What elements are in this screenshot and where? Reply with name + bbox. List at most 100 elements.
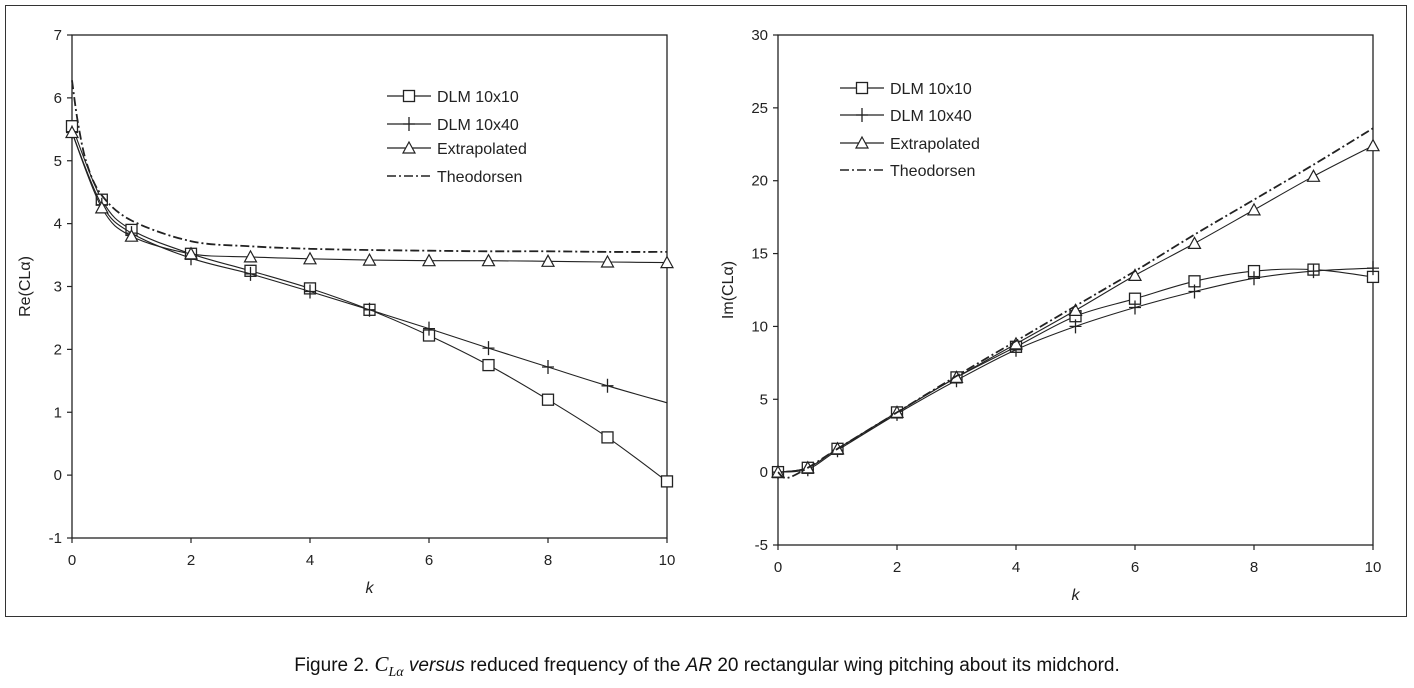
plus-marker xyxy=(244,266,257,281)
y-tick-label: 7 xyxy=(54,27,62,44)
triangle-marker xyxy=(421,253,437,267)
triangle-marker xyxy=(1246,202,1262,216)
legend-entry: Theodorsen xyxy=(387,169,522,186)
triangle-marker xyxy=(243,249,258,263)
plus-marker xyxy=(1129,300,1141,315)
legend-label: DLM 10x10 xyxy=(437,89,519,106)
legend-entry: DLM 10x10 xyxy=(840,81,972,98)
plot-area-border xyxy=(71,34,668,539)
square-marker xyxy=(660,475,674,488)
series-dlm-10x40 xyxy=(772,261,1379,480)
y-tick-label: 15 xyxy=(751,246,768,263)
legend-label: DLM 10x40 xyxy=(437,117,519,134)
legend-label: DLM 10x10 xyxy=(890,81,972,98)
x-axis-label: k xyxy=(366,580,375,597)
triangle-marker xyxy=(600,254,615,268)
triangle-marker xyxy=(94,200,109,214)
plus-marker xyxy=(403,117,415,131)
legend-entry: DLM 10x40 xyxy=(840,108,972,125)
legend-label: DLM 10x40 xyxy=(890,108,972,125)
legend-label: Theodorsen xyxy=(890,163,975,180)
series-theodorsen xyxy=(71,80,668,253)
square-marker xyxy=(541,393,555,406)
y-tick-label: -1 xyxy=(49,530,62,547)
plot-area-border xyxy=(777,34,1374,546)
x-tick-label: 0 xyxy=(774,559,782,576)
y-tick-label: 6 xyxy=(54,90,62,107)
y-axis-label: Im(CLα) xyxy=(720,261,737,319)
y-tick-label: 20 xyxy=(751,173,768,190)
plus-marker xyxy=(856,108,868,122)
y-tick-label: 1 xyxy=(54,404,62,421)
triangle-marker xyxy=(1187,236,1202,249)
triangle-marker xyxy=(854,135,870,149)
figure-caption: Figure 2. CLα versus reduced frequency o… xyxy=(0,652,1414,681)
legend-entry: Theodorsen xyxy=(840,163,975,180)
triangle-marker xyxy=(401,140,417,154)
caption-symbol: CLα xyxy=(374,652,404,680)
y-tick-label: 4 xyxy=(54,216,62,233)
y-tick-label: -5 xyxy=(755,537,768,554)
y-tick-label: 5 xyxy=(54,153,62,170)
series-extrapolated xyxy=(770,138,1381,478)
caption-versus: versus xyxy=(403,655,465,676)
triangle-marker xyxy=(124,228,139,242)
caption-middle: reduced frequency of the xyxy=(464,655,686,676)
square-marker xyxy=(855,81,869,95)
square-marker xyxy=(601,431,614,444)
series-extrapolated xyxy=(64,125,675,269)
x-tick-label: 8 xyxy=(544,552,552,569)
y-tick-label: 0 xyxy=(760,464,768,481)
series-dlm-10x10 xyxy=(771,263,1380,479)
triangle-marker xyxy=(64,125,80,139)
triangle-marker xyxy=(183,246,199,260)
legend-entry: DLM 10x40 xyxy=(387,117,519,134)
triangle-marker xyxy=(302,251,318,265)
x-tick-label: 0 xyxy=(68,552,76,569)
caption-symbol-main: C xyxy=(374,652,389,676)
plus-marker xyxy=(1307,264,1320,279)
figure-frame xyxy=(5,5,1407,617)
triangle-marker xyxy=(540,254,556,267)
triangle-marker xyxy=(1127,268,1143,281)
y-tick-label: 25 xyxy=(751,100,768,117)
x-tick-label: 2 xyxy=(187,552,195,569)
plus-marker xyxy=(1188,284,1201,299)
plus-marker xyxy=(1367,261,1379,276)
series-line xyxy=(777,268,1374,473)
x-tick-label: 6 xyxy=(425,552,433,569)
x-tick-label: 8 xyxy=(1250,559,1258,576)
x-tick-label: 4 xyxy=(306,552,314,569)
chart-imag-part: -5 0 5 10 15 20 25 30 0 2 4 6 8 10 k Im(CLα) DLM 10x10 DL… xyxy=(720,27,1381,604)
series-line xyxy=(777,267,1374,473)
x-tick-label: 2 xyxy=(893,559,901,576)
triangle-marker xyxy=(362,252,377,266)
y-tick-label: 30 xyxy=(751,27,768,44)
square-marker xyxy=(482,358,495,372)
caption-symbol-sub: Lα xyxy=(388,665,404,681)
triangle-marker xyxy=(1306,169,1321,182)
triangle-marker xyxy=(481,253,496,267)
y-tick-label: 2 xyxy=(54,341,62,358)
legend-entry: Extrapolated xyxy=(387,140,527,158)
square-marker xyxy=(402,89,416,103)
series-line xyxy=(71,132,668,404)
caption-prefix: Figure 2. xyxy=(294,655,375,676)
x-tick-label: 10 xyxy=(659,552,676,569)
plus-marker xyxy=(482,341,495,356)
y-tick-label: 3 xyxy=(54,279,62,296)
caption-ar: AR xyxy=(685,655,713,676)
legend-label: Extrapolated xyxy=(890,136,980,153)
series-theodorsen xyxy=(777,127,1374,479)
y-tick-label: 5 xyxy=(760,391,768,408)
triangle-marker xyxy=(659,255,675,269)
plus-marker xyxy=(542,360,554,374)
x-axis-label: k xyxy=(1072,587,1081,604)
series-line xyxy=(777,127,1374,479)
y-axis-label: Re(CLα) xyxy=(17,256,34,317)
x-tick-label: 10 xyxy=(1365,559,1382,576)
plus-marker xyxy=(601,378,614,393)
legend-entry: Extrapolated xyxy=(840,135,980,153)
caption-suffix: 20 rectangular wing pitching about its m… xyxy=(712,655,1120,676)
chart-real-part: -1 0 1 2 3 4 5 6 7 0 2 4 6 8 10 k Re(CLα) DLM 10x10 DLM 10… xyxy=(17,27,675,597)
